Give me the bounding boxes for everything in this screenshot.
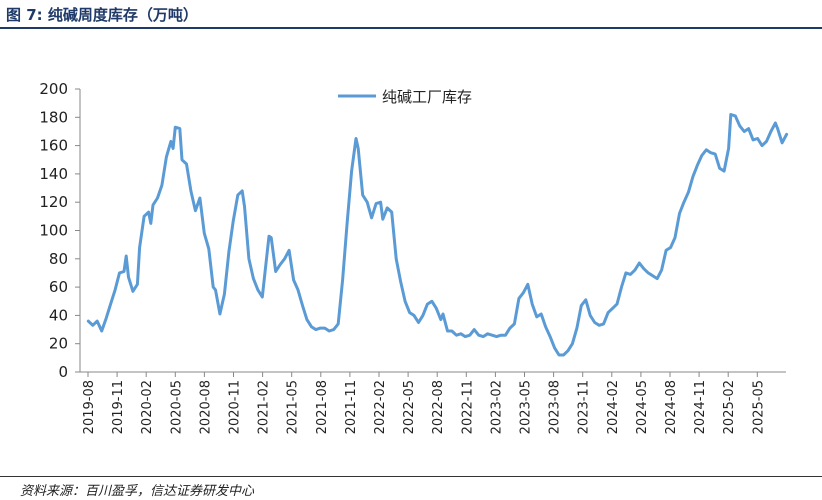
y-tick-label: 160 (39, 137, 68, 155)
x-tick-label: 2019-08 (82, 380, 97, 434)
figure-header: 图 7: 纯碱周度库存（万吨） (0, 0, 822, 30)
x-tick-label: 2023-05 (519, 380, 534, 434)
x-tick-label: 2024-11 (693, 380, 708, 434)
x-tick-label: 2023-08 (548, 380, 563, 434)
x-tick-label: 2022-05 (402, 380, 417, 434)
x-tick-label: 2022-11 (460, 380, 475, 434)
y-tick-label: 20 (49, 335, 68, 353)
series-line (86, 113, 789, 357)
footer-divider (0, 476, 822, 477)
x-tick-label: 2022-02 (373, 380, 388, 434)
x-tick-label: 2024-08 (664, 380, 679, 434)
x-tick-label: 2023-11 (577, 380, 592, 434)
x-tick-label: 2025-02 (722, 380, 737, 434)
x-tick-label: 2020-11 (228, 380, 243, 434)
x-axis: 2019-08 2019-11 2020-02 2020-05 2020-08 2020-… (80, 371, 786, 434)
x-tick-label: 2019-11 (111, 380, 126, 434)
y-tick-label: 100 (39, 222, 68, 240)
y-tick-label: 40 (49, 306, 68, 324)
figure-title: 图 7: 纯碱周度库存（万吨） (6, 6, 198, 24)
x-tick-label: 2025-05 (751, 380, 766, 434)
y-tick-label: 180 (39, 108, 68, 126)
y-tick-label: 0 (58, 363, 68, 381)
legend: 纯碱工厂库存 (338, 88, 472, 106)
legend-label: 纯碱工厂库存 (382, 88, 472, 106)
x-tick-label: 2022-08 (431, 380, 446, 434)
y-tick-label: 80 (49, 250, 68, 268)
x-tick-label: 2020-05 (169, 380, 184, 434)
header-divider (0, 27, 822, 29)
x-tick-label: 2020-02 (140, 380, 155, 434)
x-tick-label: 2021-08 (315, 380, 330, 434)
x-tick-label: 2021-11 (344, 380, 359, 434)
y-tick-label: 140 (39, 165, 68, 183)
y-tick-label: 200 (39, 80, 68, 98)
x-tick-label: 2024-05 (635, 380, 650, 434)
source-note: 资料来源：百川盈孚，信达证券研发中心 (20, 484, 255, 499)
x-tick-label: 2021-05 (286, 380, 301, 434)
series-group (86, 113, 789, 357)
y-axis: 0 20 40 60 80 100 120 140 160 180 200 (39, 80, 81, 381)
x-tick-label: 2021-02 (257, 380, 272, 434)
y-tick-label: 60 (49, 278, 68, 296)
x-tick-label: 2023-02 (489, 380, 504, 434)
y-tick-label: 120 (39, 193, 68, 211)
x-tick-label: 2020-08 (198, 380, 213, 434)
x-tick-label: 2024-02 (606, 380, 621, 434)
